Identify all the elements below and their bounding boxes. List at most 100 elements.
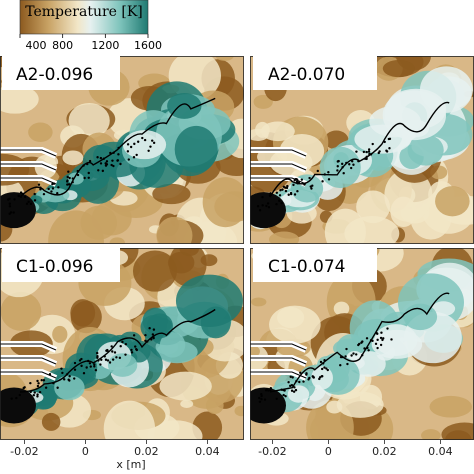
droplet (293, 386, 296, 389)
droplet (136, 140, 140, 143)
droplet (141, 136, 144, 140)
field-patch (435, 186, 470, 217)
panel-label: C1-0.096 (16, 257, 94, 277)
droplet (105, 160, 109, 163)
droplet (37, 382, 40, 385)
droplet (380, 331, 383, 334)
x-tick-label: 0.02 (134, 445, 159, 458)
field-patch (107, 353, 138, 377)
droplet (132, 334, 136, 337)
droplet (367, 349, 370, 352)
droplet (121, 340, 124, 344)
droplet (284, 395, 287, 398)
wall-outline (250, 163, 307, 171)
droplet (152, 328, 156, 331)
field-patch (333, 301, 350, 316)
droplet (350, 354, 353, 357)
field-patch (41, 412, 61, 431)
droplet (78, 359, 82, 362)
droplet (362, 150, 366, 154)
droplet (390, 338, 393, 341)
droplet (352, 163, 355, 166)
droplet (152, 141, 156, 145)
droplet (151, 139, 154, 142)
droplet (112, 164, 115, 168)
field-patch (403, 303, 438, 331)
droplet (99, 162, 103, 165)
droplet (124, 342, 128, 346)
droplet (360, 341, 363, 344)
droplet (93, 365, 96, 368)
droplet (119, 345, 122, 348)
panel-label: A2-0.096 (16, 65, 93, 85)
droplet (8, 212, 11, 215)
droplet (260, 394, 263, 398)
droplet (110, 345, 113, 348)
droplet (284, 189, 288, 193)
field-patch (0, 84, 39, 114)
field-patch (344, 216, 400, 244)
droplet (336, 169, 339, 172)
droplet (106, 359, 110, 362)
droplet (337, 159, 340, 163)
droplet (13, 198, 16, 201)
droplet (117, 153, 120, 156)
droplet (386, 327, 389, 330)
x-tick-label: 0 (82, 445, 89, 458)
droplet (93, 363, 96, 366)
colorbar-tick-label: 1200 (91, 39, 119, 52)
field-patch (52, 325, 68, 343)
droplet (104, 162, 107, 165)
field-patch (28, 122, 53, 143)
field-patch (54, 375, 85, 401)
droplet (302, 380, 305, 383)
droplet (83, 176, 86, 180)
droplet (73, 377, 76, 380)
droplet (346, 362, 349, 366)
droplet (47, 187, 50, 191)
panel-frame (0, 56, 244, 244)
droplet (266, 202, 270, 205)
droplet (36, 379, 39, 383)
field-patch (48, 210, 104, 244)
field-patch (234, 405, 244, 417)
droplet (100, 358, 103, 362)
iso-contour (19, 308, 216, 393)
droplet (148, 327, 151, 330)
droplet (33, 391, 36, 394)
droplet (269, 389, 272, 392)
droplet (37, 183, 41, 186)
droplet (33, 199, 37, 202)
droplet (371, 142, 374, 146)
droplet (381, 338, 384, 342)
x-tick-label: 0 (325, 445, 332, 458)
droplet (275, 202, 278, 206)
droplet (256, 205, 260, 208)
droplet (36, 395, 39, 398)
droplet (284, 186, 287, 189)
droplet (261, 195, 264, 199)
droplet (132, 156, 136, 159)
droplet (278, 194, 282, 197)
field-patch (200, 306, 231, 339)
droplet (87, 176, 90, 180)
field-patch (356, 190, 391, 224)
x-tick-label: 0.04 (195, 445, 220, 458)
droplet (57, 186, 60, 189)
field-patch (287, 385, 310, 403)
droplet (42, 192, 46, 196)
field-patch (122, 130, 167, 160)
colorbar-tick-label: 800 (52, 39, 73, 52)
x-tick-label: 0.04 (428, 445, 453, 458)
field-patch (167, 93, 202, 119)
field-patch (156, 216, 193, 244)
droplet (118, 356, 122, 360)
field-patch (429, 395, 473, 418)
droplet (289, 192, 293, 196)
droplet (111, 159, 114, 162)
injector-region (0, 387, 36, 424)
panel-4: C1-0.074 (250, 248, 474, 440)
droplet (298, 380, 301, 384)
droplet (365, 150, 368, 154)
droplet (116, 159, 119, 162)
